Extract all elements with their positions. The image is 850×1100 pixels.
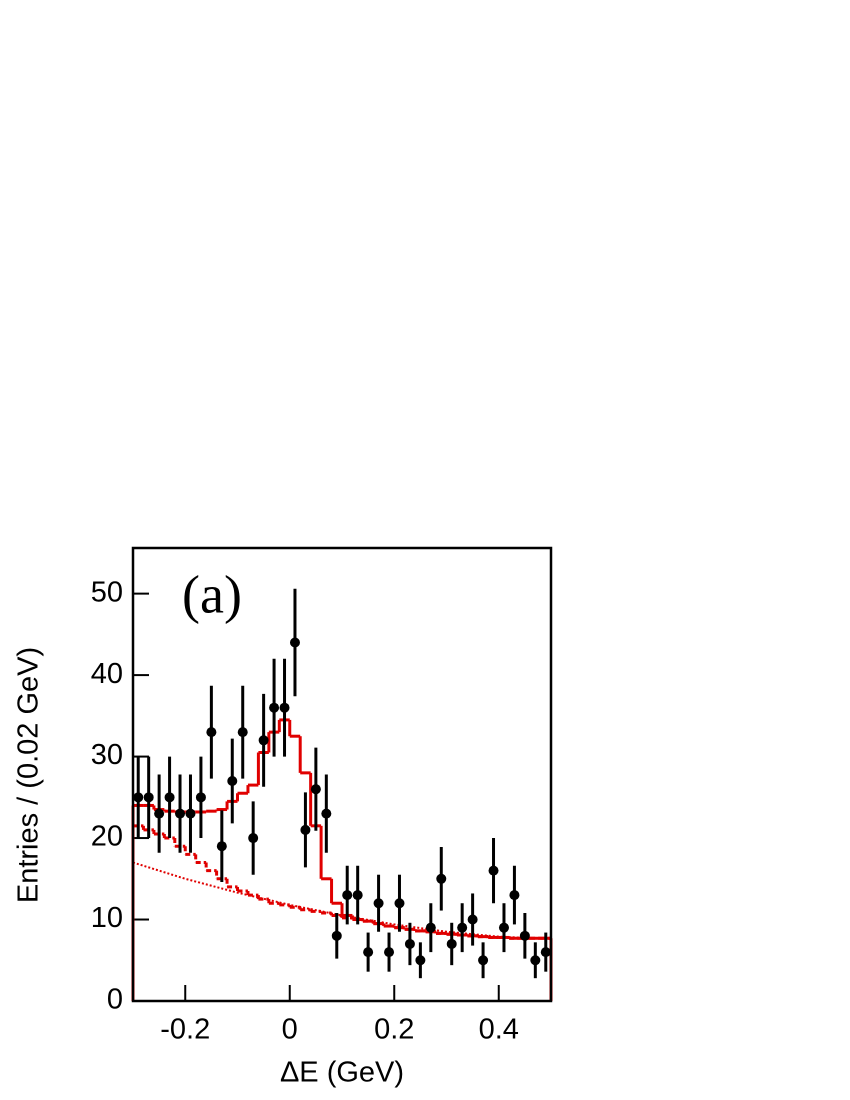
data-point <box>530 955 541 966</box>
data-point <box>195 792 206 803</box>
data-point <box>415 955 426 966</box>
y-axis-title: Entries / (0.02 GeV) <box>13 647 45 903</box>
data-point <box>133 792 144 803</box>
data-point <box>258 735 269 746</box>
y-tick-label: 30 <box>91 739 123 771</box>
data-point <box>248 833 259 844</box>
data-point <box>373 898 384 909</box>
data-point <box>206 727 217 738</box>
data-point <box>185 808 196 819</box>
x-tick-label: -0.2 <box>160 1014 210 1046</box>
data-point <box>457 922 468 933</box>
data-point <box>540 947 551 958</box>
data-point <box>519 930 530 941</box>
x-axis-title: ΔE (GeV) <box>280 1057 404 1089</box>
data-point <box>300 824 311 835</box>
data-point <box>216 841 227 852</box>
data-point <box>394 898 405 909</box>
data-point <box>436 873 447 884</box>
data-point <box>363 947 374 958</box>
x-tick-label: 0 <box>282 1014 298 1046</box>
data-point <box>352 890 363 901</box>
data-point <box>175 808 186 819</box>
data-point <box>446 938 457 949</box>
y-tick-label: 10 <box>91 902 123 934</box>
data-point <box>321 808 332 819</box>
y-tick-label: 40 <box>91 658 123 690</box>
data-point <box>143 792 154 803</box>
data-point <box>404 938 415 949</box>
fit-dotted <box>132 861 552 941</box>
data-point <box>154 808 165 819</box>
data-point <box>269 702 280 713</box>
annotation: (a) <box>182 564 242 624</box>
data-point <box>310 784 321 795</box>
y-tick-label: 0 <box>107 984 123 1016</box>
data-point <box>498 922 509 933</box>
x-tick-label: 0.2 <box>374 1014 414 1046</box>
data-point <box>467 914 478 925</box>
data-point <box>478 955 489 966</box>
plot-frame <box>131 546 553 1003</box>
data-point <box>384 947 395 958</box>
data-point <box>227 776 238 787</box>
data-point <box>425 922 436 933</box>
data-point <box>164 792 175 803</box>
data-point <box>279 702 290 713</box>
x-tick-label: 0.4 <box>479 1014 519 1046</box>
data-point <box>331 930 342 941</box>
y-tick-label: 50 <box>91 576 123 608</box>
y-tick-label: 20 <box>91 821 123 853</box>
data-point <box>237 727 248 738</box>
data-point <box>509 890 520 901</box>
data-point <box>488 865 499 876</box>
data-point <box>289 637 300 648</box>
data-point <box>342 890 353 901</box>
